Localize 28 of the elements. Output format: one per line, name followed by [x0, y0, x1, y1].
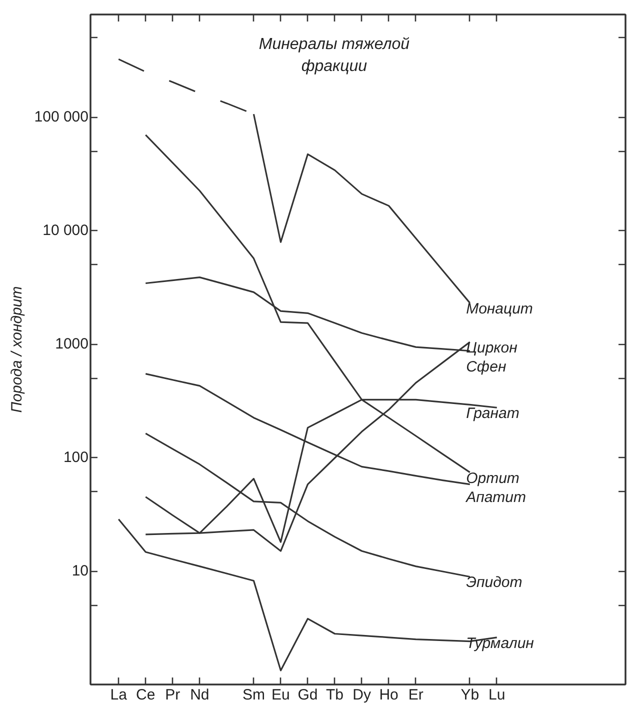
x-tick-label: Sm — [242, 686, 265, 704]
x-tick-label: La — [110, 686, 128, 704]
x-tick-label: Eu — [272, 686, 290, 704]
y-tick-label: 100 — [63, 449, 89, 466]
series-label: Апатит — [465, 488, 526, 506]
series-label: Турмалин — [466, 634, 534, 652]
series-label: Монацит — [466, 300, 533, 318]
y-axis-title: Порода / хондрит — [8, 286, 26, 413]
x-tick-label: Yb — [460, 686, 480, 704]
series-label: Гранат — [466, 405, 520, 422]
y-tick-label: 10 — [72, 562, 89, 580]
x-tick-label: Er — [408, 686, 424, 704]
series-label: Циркон — [466, 340, 518, 357]
y-tick-label: 100 000 — [34, 108, 89, 126]
x-tick-label: Gd — [298, 686, 318, 704]
x-tick-label: Pr — [165, 686, 180, 704]
x-tick-label: Nd — [190, 686, 210, 704]
x-tick-label: Ce — [136, 686, 156, 704]
text: Минералы тяжелой фракции — [258, 36, 410, 75]
x-tick-label: Lu — [488, 686, 506, 704]
x-tick-label: Dy — [352, 686, 372, 704]
series-label: Ортит — [466, 470, 520, 487]
y-tick-label: 1000 — [55, 336, 89, 352]
x-tick-label: Ho — [379, 686, 398, 704]
series-label: Эпидот — [466, 574, 522, 592]
y-tick-label: 10 000 — [42, 222, 89, 239]
series-label: Сфен — [466, 358, 506, 376]
x-tick-label: Tb — [326, 686, 344, 704]
